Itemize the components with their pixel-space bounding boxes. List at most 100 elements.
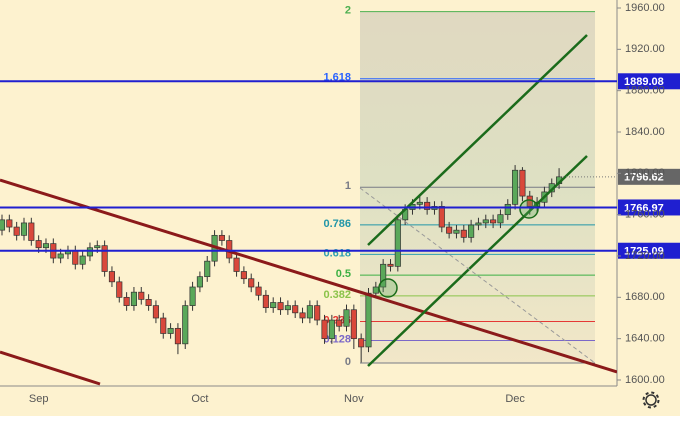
candle-body (152, 305, 159, 319)
y-tick-label: 1760.00 (625, 209, 665, 221)
candle-body (365, 292, 372, 348)
fib-label: 0.128 (323, 333, 351, 345)
candle-body (42, 243, 50, 249)
candle-body (284, 305, 291, 311)
candle-body (35, 240, 42, 249)
price-level-label: 1766.97 (624, 202, 664, 214)
trend-line (0, 178, 617, 374)
candle-body (504, 203, 511, 216)
candle-body (299, 312, 306, 319)
candle-body (358, 338, 365, 348)
candle-body (0, 219, 6, 231)
candle-body (350, 309, 357, 340)
candle-body (57, 253, 64, 259)
fib-label: 2 (345, 5, 351, 17)
candle-body (189, 286, 196, 306)
candle-body (446, 226, 453, 234)
settings-icon[interactable] (642, 391, 660, 409)
candle-body (72, 250, 79, 265)
marker-circle (378, 278, 398, 298)
y-tick-label: 1840.00 (625, 126, 665, 138)
candle-body (182, 305, 189, 345)
candle-body (255, 286, 262, 296)
candle-body (475, 222, 482, 226)
y-tick-label: 1960.00 (625, 2, 665, 14)
candle-body (108, 271, 116, 283)
price-level-tag (618, 242, 680, 259)
channel-line (367, 34, 588, 246)
fib-label: 0 (345, 356, 351, 368)
y-tick-label: 1720.00 (625, 250, 665, 262)
x-tick-label: Nov (344, 393, 364, 405)
candle-body (123, 296, 130, 306)
x-tick-label: Sep (29, 393, 49, 405)
x-tick-label: Dec (505, 393, 525, 405)
candle-body (86, 247, 94, 257)
candle-body (482, 219, 489, 224)
y-tick-label: 1680.00 (625, 291, 665, 303)
candle-body (174, 327, 181, 345)
candle-body (372, 286, 379, 294)
candle-body (490, 219, 497, 224)
candle-body (453, 229, 460, 234)
fib-label: 0.382 (323, 289, 351, 301)
price-level-label: 1889.08 (624, 76, 664, 88)
candle-body (248, 278, 255, 288)
candle-body (20, 222, 28, 236)
candle-body (306, 305, 313, 319)
y-tick-label: 1600.00 (625, 374, 665, 386)
y-tick-label: 1800.00 (625, 167, 665, 179)
candle-body (394, 219, 401, 267)
candle-body (519, 169, 526, 197)
candle-body (343, 309, 350, 327)
candle-body (277, 302, 284, 311)
candle-body (6, 219, 13, 228)
candle-body (101, 245, 108, 272)
candle-body (160, 317, 167, 334)
candle-body (380, 263, 387, 288)
candle-body (218, 234, 225, 241)
time-axis (0, 386, 617, 416)
price-level-label: 1725.09 (624, 246, 664, 258)
fib-label: 0.786 (323, 218, 351, 230)
last-price-label: 1796.62 (624, 172, 664, 184)
fib-label: 1 (345, 180, 351, 192)
candle-body (292, 305, 299, 314)
y-tick-label: 1880.00 (625, 85, 665, 97)
candle-body (28, 222, 35, 241)
channel-line (367, 155, 588, 367)
candle-body (204, 260, 211, 278)
candle-body (262, 294, 269, 309)
candle-body (460, 229, 467, 238)
price-level-tag (618, 73, 680, 90)
candle-body (240, 271, 247, 280)
candle-body (167, 327, 174, 334)
fib-label: 0.618 (323, 247, 351, 259)
candle-body (116, 281, 123, 298)
candle-body (145, 299, 152, 306)
candle-body (438, 206, 445, 228)
candle-body (336, 319, 343, 327)
candle-body (79, 255, 86, 265)
candle-body (13, 226, 20, 236)
fib-label: 0.5 (336, 268, 351, 280)
marker-circle (519, 199, 539, 219)
candle-body (424, 201, 431, 210)
y-tick-label: 1920.00 (625, 43, 665, 55)
candle-body (270, 302, 277, 309)
candle-body (416, 201, 423, 205)
candle-body (314, 305, 321, 321)
candle-body (497, 214, 504, 224)
last-price-tag (618, 168, 680, 185)
x-tick-label: Oct (191, 393, 208, 405)
candle-body (196, 276, 203, 288)
candle-body (138, 291, 145, 300)
trend-line (0, 350, 101, 386)
candle-body (512, 169, 519, 205)
candle-body (233, 257, 240, 272)
drawings (0, 34, 617, 386)
candle-body (328, 319, 335, 340)
y-tick-label: 1640.00 (625, 333, 665, 345)
candle-body (130, 291, 137, 306)
